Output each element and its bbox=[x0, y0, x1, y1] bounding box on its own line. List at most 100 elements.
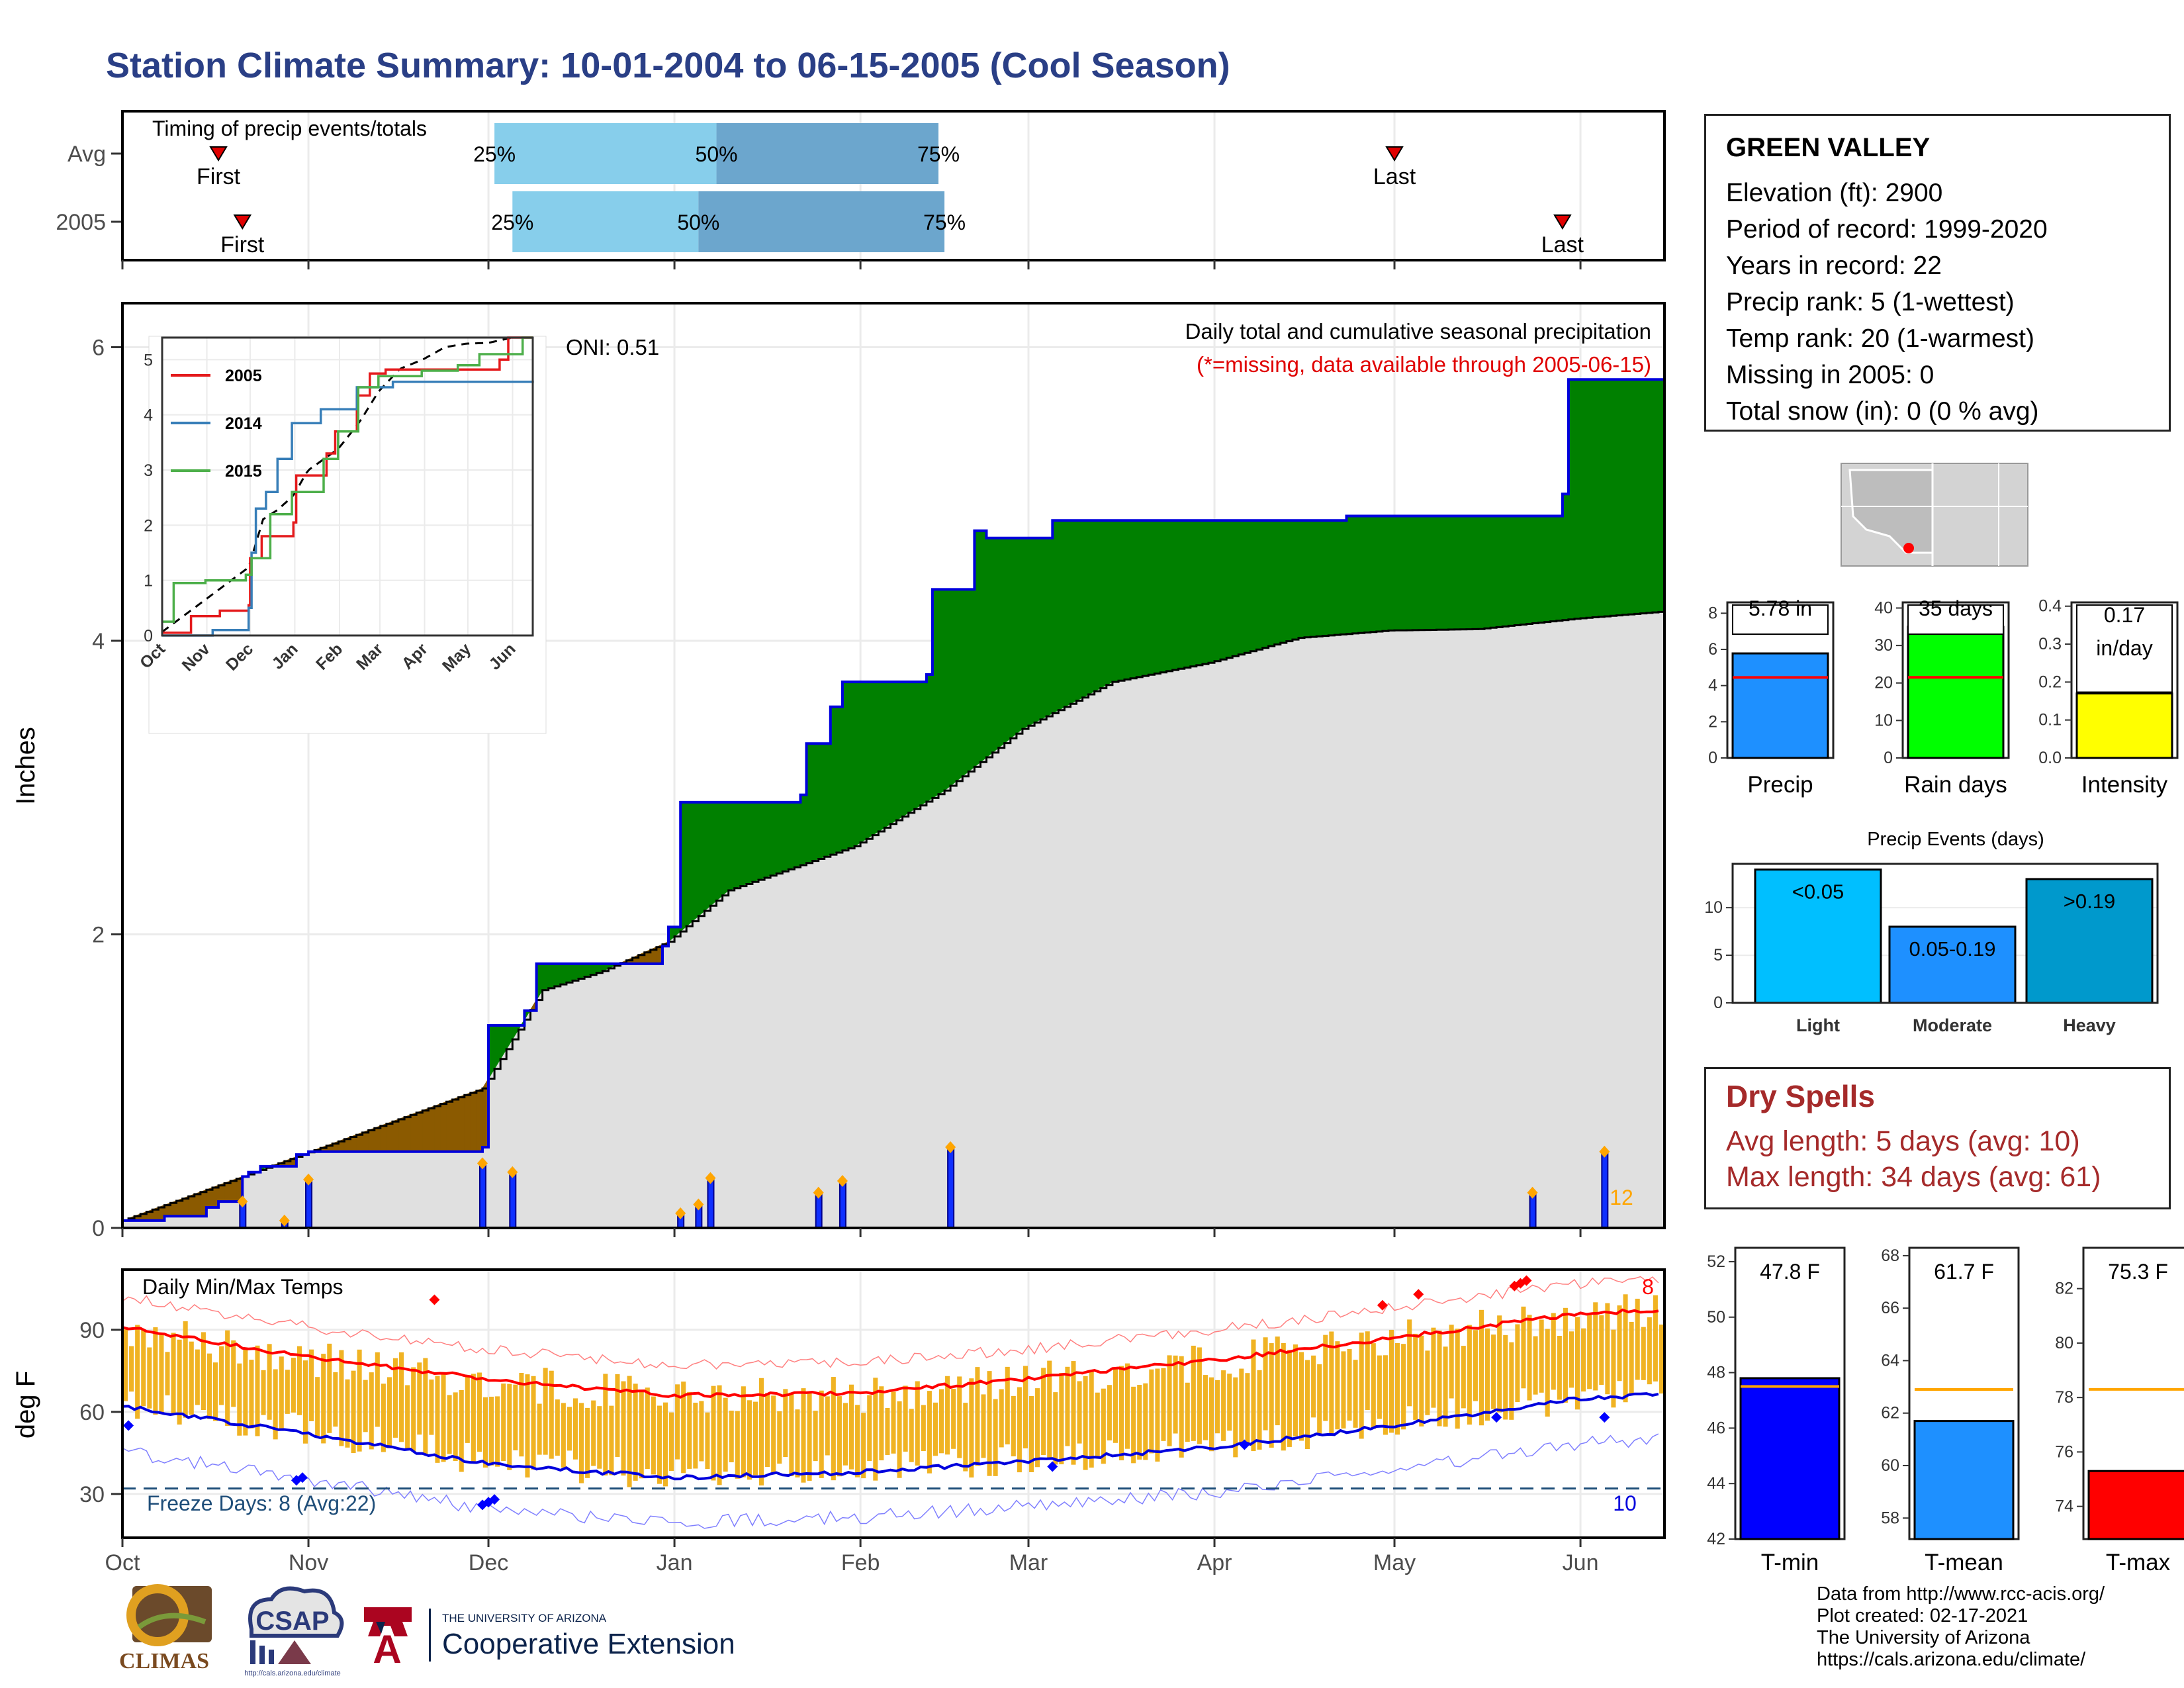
daily-temp-bar bbox=[1503, 1335, 1508, 1420]
daily-temp-bar bbox=[969, 1378, 974, 1477]
daily-temp-bar bbox=[183, 1321, 188, 1418]
events-y-tick-label: 10 bbox=[1704, 898, 1723, 917]
ua-small-text: THE UNIVERSITY OF ARIZONA bbox=[442, 1612, 607, 1624]
daily-temp-bar bbox=[885, 1407, 890, 1455]
daily-temp-bar bbox=[1407, 1319, 1412, 1407]
above-average-ribbon bbox=[764, 802, 771, 878]
daily-temp-bar bbox=[759, 1378, 764, 1486]
record-min-line bbox=[122, 1433, 1659, 1529]
daily-temp-bar bbox=[1089, 1371, 1094, 1468]
daily-temp-bar bbox=[1311, 1355, 1316, 1418]
above-average-ribbon bbox=[1345, 516, 1353, 635]
record-low-marker bbox=[1239, 1439, 1250, 1450]
temp-summary-y-tick-label: 42 bbox=[1707, 1530, 1725, 1548]
above-average-ribbon bbox=[992, 538, 999, 753]
daily-temp-bar bbox=[1275, 1336, 1280, 1426]
above-average-ribbon bbox=[1256, 520, 1263, 650]
daily-temp-bar bbox=[1581, 1328, 1586, 1392]
daily-temp-bar bbox=[957, 1376, 962, 1458]
daily-precip-marker bbox=[477, 1157, 488, 1170]
last-event-marker bbox=[1385, 146, 1404, 162]
events-category-label: Moderate bbox=[1913, 1015, 1992, 1035]
daily-precip-bar bbox=[707, 1177, 715, 1229]
daily-temp-bar bbox=[1659, 1324, 1664, 1394]
above-average-ribbon bbox=[1082, 520, 1089, 698]
temp-y-tick-label: 90 bbox=[79, 1318, 105, 1343]
above-average-ribbon bbox=[860, 681, 867, 843]
above-average-ribbon bbox=[1064, 520, 1071, 708]
daily-temp-bar bbox=[1388, 1329, 1394, 1433]
daily-temp-bar bbox=[171, 1333, 176, 1414]
daily-temp-bar bbox=[177, 1339, 182, 1425]
daily-temp-bar bbox=[837, 1396, 842, 1477]
daily-temp-bar bbox=[938, 1389, 944, 1454]
timing-label-50: 50% bbox=[677, 211, 719, 234]
above-average-ribbon bbox=[709, 802, 717, 907]
above-average-ribbon bbox=[962, 588, 969, 777]
above-average-ribbon bbox=[1040, 538, 1047, 720]
temp-summary-name: T-mean bbox=[1925, 1550, 2003, 1575]
record-low-count: 10 bbox=[1613, 1491, 1637, 1515]
daily-temp-bar bbox=[519, 1372, 524, 1457]
timing-label-75: 75% bbox=[917, 142, 960, 166]
daily-temp-bar bbox=[783, 1389, 788, 1458]
month-tick-label: Dec bbox=[469, 1550, 508, 1575]
daily-temp-bar bbox=[1173, 1355, 1178, 1434]
station-info-box: GREEN VALLEY Elevation (ft): 2900 Period… bbox=[1704, 114, 2171, 432]
daily-temp-bar bbox=[261, 1370, 266, 1415]
above-average-ribbon bbox=[716, 802, 723, 902]
daily-temp-bar bbox=[777, 1411, 782, 1464]
locator-map bbox=[1841, 463, 2028, 567]
daily-temp-bar bbox=[267, 1344, 272, 1420]
above-average-ribbon bbox=[998, 538, 1005, 749]
below-average-ribbon bbox=[428, 1105, 435, 1152]
above-average-ribbon bbox=[926, 674, 933, 802]
precip-y-axis-label: Inches bbox=[11, 727, 40, 805]
daily-temp-bar bbox=[1383, 1355, 1388, 1435]
daily-temp-bar bbox=[1425, 1350, 1430, 1415]
daily-temp-bar bbox=[807, 1393, 812, 1481]
above-average-ribbon bbox=[1544, 516, 1551, 623]
daily-temp-bar bbox=[1035, 1388, 1040, 1468]
daily-temp-bar bbox=[1635, 1298, 1640, 1380]
daily-temp-bar bbox=[1347, 1348, 1352, 1421]
above-average-ribbon bbox=[1628, 379, 1635, 615]
below-average-ribbon bbox=[416, 1109, 423, 1152]
daily-temp-bar bbox=[849, 1384, 854, 1470]
temp-summary-y-tick-label: 78 bbox=[2055, 1388, 2073, 1407]
credit-line: The University of Arizona bbox=[1817, 1627, 2030, 1648]
above-average-ribbon bbox=[1502, 516, 1509, 627]
inset-y-tick-label: 4 bbox=[144, 406, 153, 425]
daily-temp-bar bbox=[345, 1379, 350, 1448]
daily-temp-bar bbox=[1131, 1386, 1136, 1464]
above-average-ribbon bbox=[1316, 520, 1323, 637]
daily-temp-bar bbox=[369, 1372, 374, 1450]
record-low-marker bbox=[1047, 1461, 1058, 1472]
summary-y-tick-label: 30 bbox=[1874, 636, 1893, 655]
below-average-ribbon bbox=[440, 1101, 447, 1152]
daily-temp-bar bbox=[561, 1403, 566, 1468]
summary-value-box bbox=[1907, 604, 2004, 635]
daily-temp-bar bbox=[879, 1386, 884, 1461]
above-average-ribbon bbox=[542, 963, 549, 991]
above-average-ribbon bbox=[1592, 379, 1599, 618]
above-average-ribbon bbox=[938, 588, 945, 795]
daily-temp-bar bbox=[1143, 1383, 1148, 1460]
csap-wordmark: CSAP bbox=[255, 1607, 329, 1636]
daily-temp-bar bbox=[417, 1362, 422, 1435]
above-average-ribbon bbox=[1604, 379, 1611, 617]
station-info-line: Temp rank: 20 (1-warmest) bbox=[1726, 324, 2034, 353]
average-cumulative-area bbox=[122, 611, 1664, 1228]
station-info-line: Precip rank: 5 (1-wettest) bbox=[1726, 288, 2015, 316]
above-average-ribbon bbox=[1532, 516, 1539, 624]
daily-temp-bar bbox=[993, 1399, 998, 1476]
daily-temp-bar bbox=[237, 1363, 242, 1436]
above-average-ribbon bbox=[799, 794, 807, 866]
above-average-ribbon bbox=[1652, 379, 1659, 613]
daily-precip-marker bbox=[1599, 1145, 1610, 1158]
daily-temp-bar bbox=[927, 1391, 932, 1474]
average-max-line bbox=[122, 1308, 1659, 1399]
below-average-ribbon bbox=[410, 1112, 417, 1152]
above-average-ribbon bbox=[698, 802, 705, 917]
